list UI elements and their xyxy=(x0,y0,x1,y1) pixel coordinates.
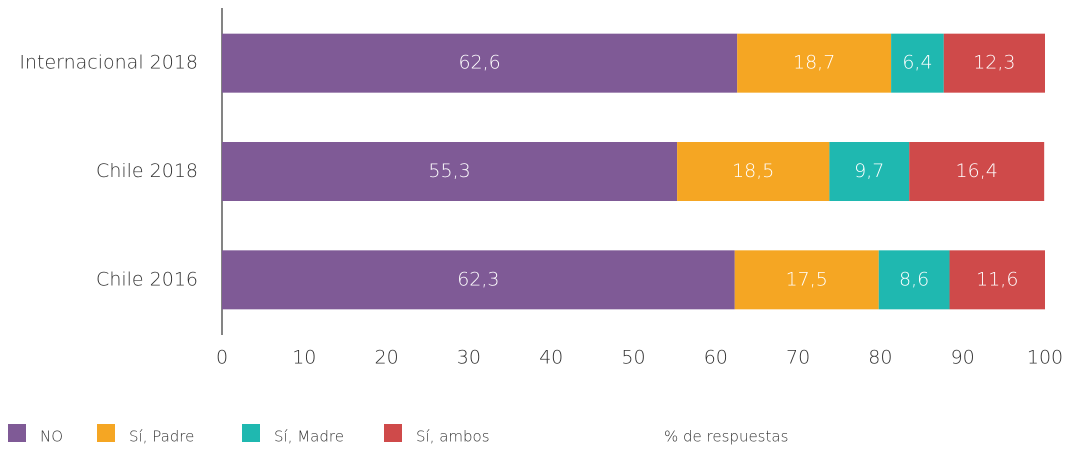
legend-swatch xyxy=(8,424,26,442)
x-tick-label: 80 xyxy=(868,347,892,369)
legend-swatch xyxy=(242,424,260,442)
data-label: 55,3 xyxy=(428,160,470,182)
x-tick-label: 20 xyxy=(375,347,399,369)
data-label: 18,5 xyxy=(732,160,774,182)
bar-segment xyxy=(909,142,1045,201)
x-tick-label: 40 xyxy=(539,347,563,369)
legend-label: Sí, Madre xyxy=(274,428,344,446)
legend-swatch xyxy=(97,424,115,442)
legend-label: Sí, ambos xyxy=(416,428,490,446)
bar-segment xyxy=(943,33,1045,93)
x-tick-label: 70 xyxy=(786,347,810,369)
bar-segment xyxy=(949,250,1045,310)
bar-segment xyxy=(222,250,735,310)
data-label: 12,3 xyxy=(973,52,1015,74)
data-label: 9,7 xyxy=(854,160,884,182)
x-tick-label: 0 xyxy=(216,347,228,369)
bar-segment xyxy=(878,250,950,310)
data-label: 62,3 xyxy=(457,268,499,290)
x-tick-label: 60 xyxy=(704,347,728,369)
data-label: 11,6 xyxy=(976,268,1018,290)
data-label: 6,4 xyxy=(902,52,932,74)
data-label: 62,6 xyxy=(458,52,500,74)
data-label: 16,4 xyxy=(956,160,998,182)
bar-segment xyxy=(737,33,892,93)
bar-segment xyxy=(734,250,879,310)
y-tick-label: Chile 2016 xyxy=(96,268,198,290)
x-tick-label: 30 xyxy=(457,347,481,369)
legend-label: NO xyxy=(40,428,63,446)
y-tick-label: Internacional 2018 xyxy=(19,52,198,74)
x-tick-label: 50 xyxy=(621,347,645,369)
bar-segment xyxy=(829,142,910,201)
legend-swatch xyxy=(384,424,402,442)
bar-segment xyxy=(677,142,830,201)
data-label: 8,6 xyxy=(899,268,929,290)
bar-segment xyxy=(222,33,738,93)
bar-segment xyxy=(891,33,944,93)
x-tick-label: 100 xyxy=(1027,347,1063,369)
x-tick-label: 10 xyxy=(292,347,316,369)
x-axis-label: % de respuestas xyxy=(664,428,788,446)
legend-label: Sí, Padre xyxy=(129,428,194,446)
y-tick-label: Chile 2018 xyxy=(96,160,198,182)
x-tick-label: 90 xyxy=(951,347,975,369)
bar-segment xyxy=(222,142,678,201)
data-label: 18,7 xyxy=(793,52,835,74)
data-label: 17,5 xyxy=(786,268,828,290)
